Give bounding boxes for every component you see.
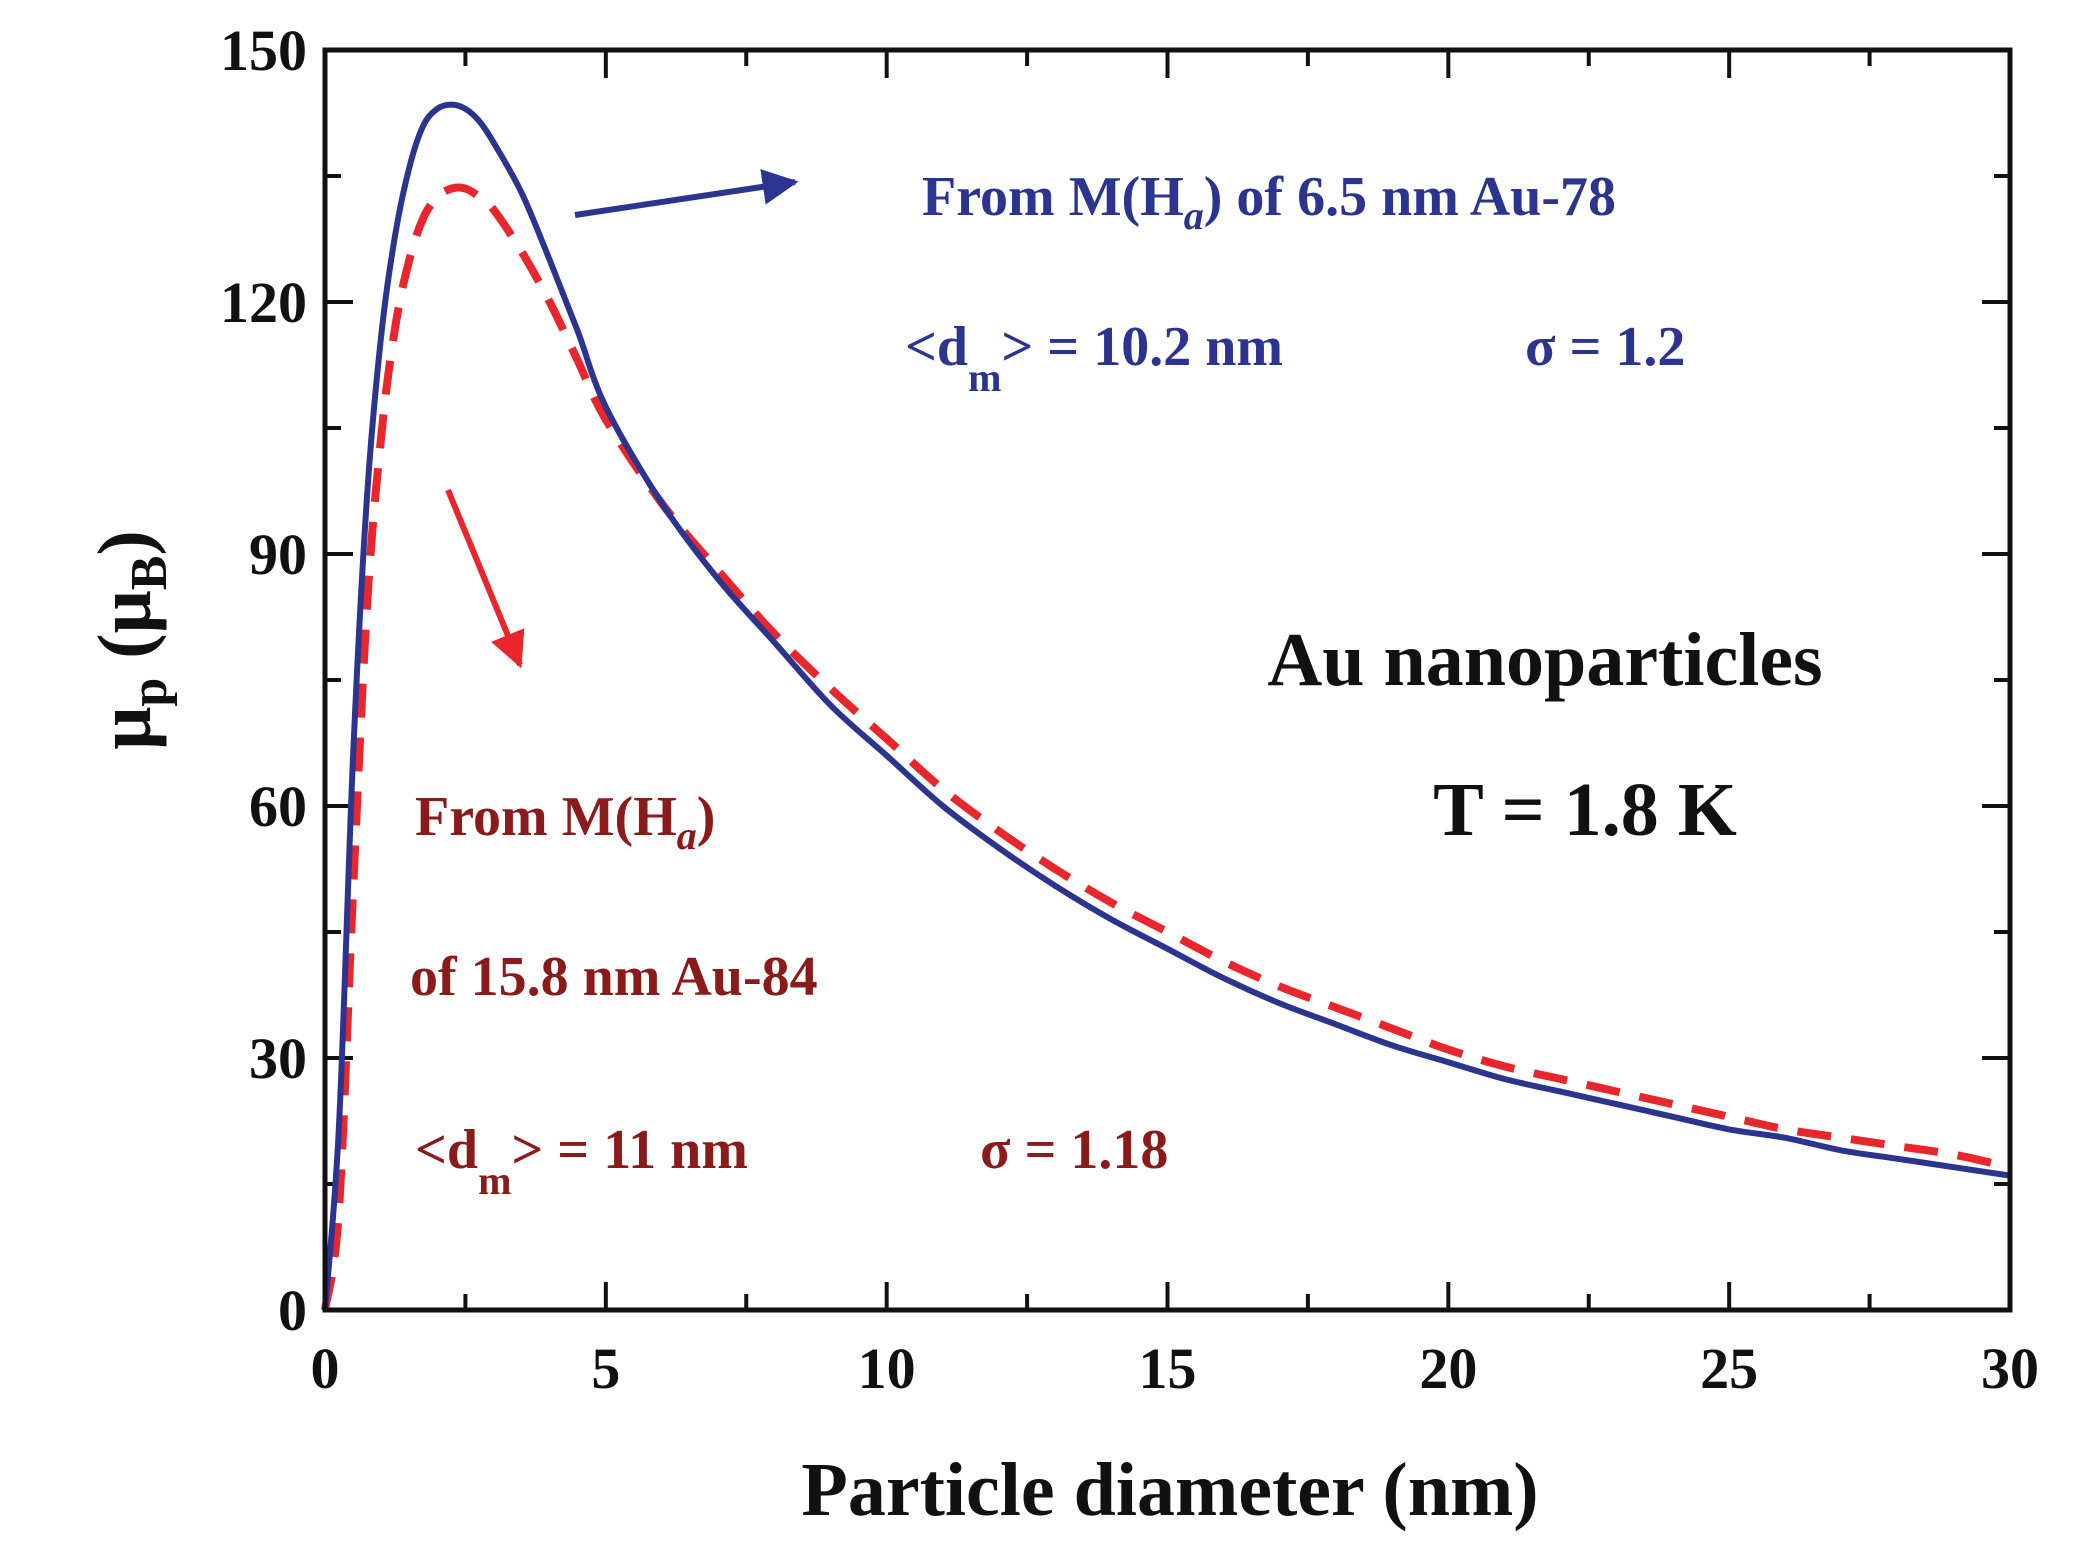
y-axis-title: μp (μB): [83, 530, 178, 749]
red-series-title: From M(Ha): [415, 786, 715, 858]
x-tick-label: 15: [1139, 1336, 1197, 1401]
x-tick-label: 20: [1419, 1336, 1477, 1401]
series-layer: [321, 101, 2011, 1311]
tick-labels: 0 5 10 15 20 25 30 0 30 60 90 120 150: [220, 18, 2039, 1401]
blue-series-title: From M(Ha) of 6.5 nm Au-78: [922, 166, 1616, 238]
x-tick-label: 25: [1700, 1336, 1758, 1401]
red-mean-diameter: <dm> = 11 nm: [415, 1119, 748, 1203]
red-sigma: σ = 1.18: [980, 1119, 1168, 1181]
y-tick-label: 120: [220, 270, 307, 335]
y-tick-label: 0: [278, 1278, 307, 1343]
x-tick-label: 10: [858, 1336, 916, 1401]
red-series-title-line2: of 15.8 nm Au-84: [410, 946, 818, 1008]
series-line-red-dashed: [321, 183, 2011, 1311]
blue-arrow: [574, 169, 799, 218]
x-tick-label: 0: [311, 1336, 340, 1401]
blue-mean-diameter: <dm> = 10.2 nm: [905, 316, 1283, 400]
sample-label: Au nanoparticles: [1267, 618, 1822, 702]
series-line-blue-solid: [322, 101, 2011, 1311]
temperature-label: T = 1.8 K: [1433, 768, 1737, 852]
y-tick-label: 60: [249, 774, 307, 839]
y-tick-label: 30: [249, 1026, 307, 1091]
y-tick-label: 90: [249, 522, 307, 587]
plot-frame: [322, 47, 2013, 1313]
x-axis-title: Particle diameter (nm): [801, 1448, 1538, 1532]
x-tick-label: 5: [591, 1336, 620, 1401]
blue-sigma: σ = 1.2: [1525, 316, 1685, 378]
y-tick-label: 150: [220, 18, 307, 83]
x-tick-label: 30: [1981, 1336, 2039, 1401]
red-arrow: [445, 488, 525, 669]
